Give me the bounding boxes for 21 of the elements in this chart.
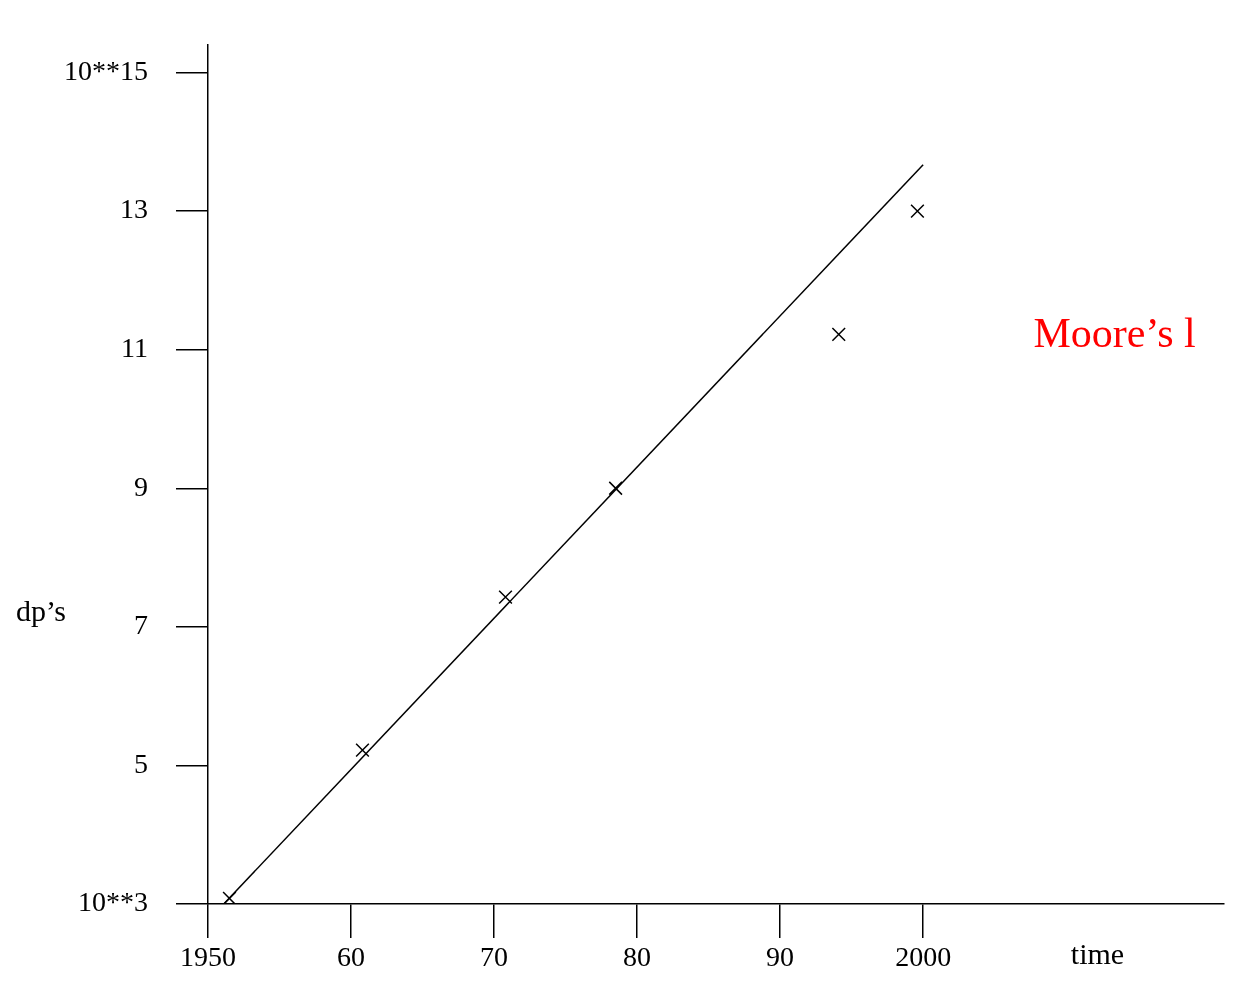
x-tick-label: 80 — [623, 941, 652, 973]
y-axis-title: dp’s — [16, 593, 67, 627]
y-tick-label: 9 — [134, 470, 148, 502]
y-tick-label: 7 — [134, 609, 148, 641]
x-tick-label: 1950 — [180, 941, 236, 973]
x-tick-label: 90 — [766, 941, 795, 973]
y-tick-label: 10**15 — [64, 54, 148, 86]
point — [498, 589, 513, 605]
point — [608, 481, 623, 496]
y-tick-label: 10**3 — [78, 886, 148, 918]
y-tick-label: 11 — [121, 332, 148, 364]
y-tick-label: 13 — [120, 193, 148, 225]
y-tick-label: 5 — [134, 747, 148, 779]
x-tick-label: 70 — [480, 941, 509, 973]
x-tick-label: 2000 — [895, 941, 952, 973]
annotation: Moore’s l — [1033, 309, 1196, 356]
point — [831, 327, 846, 342]
x-axis-title: time — [1070, 936, 1125, 970]
x-tick-label: 60 — [337, 941, 366, 973]
point — [910, 203, 925, 219]
point — [355, 743, 370, 758]
